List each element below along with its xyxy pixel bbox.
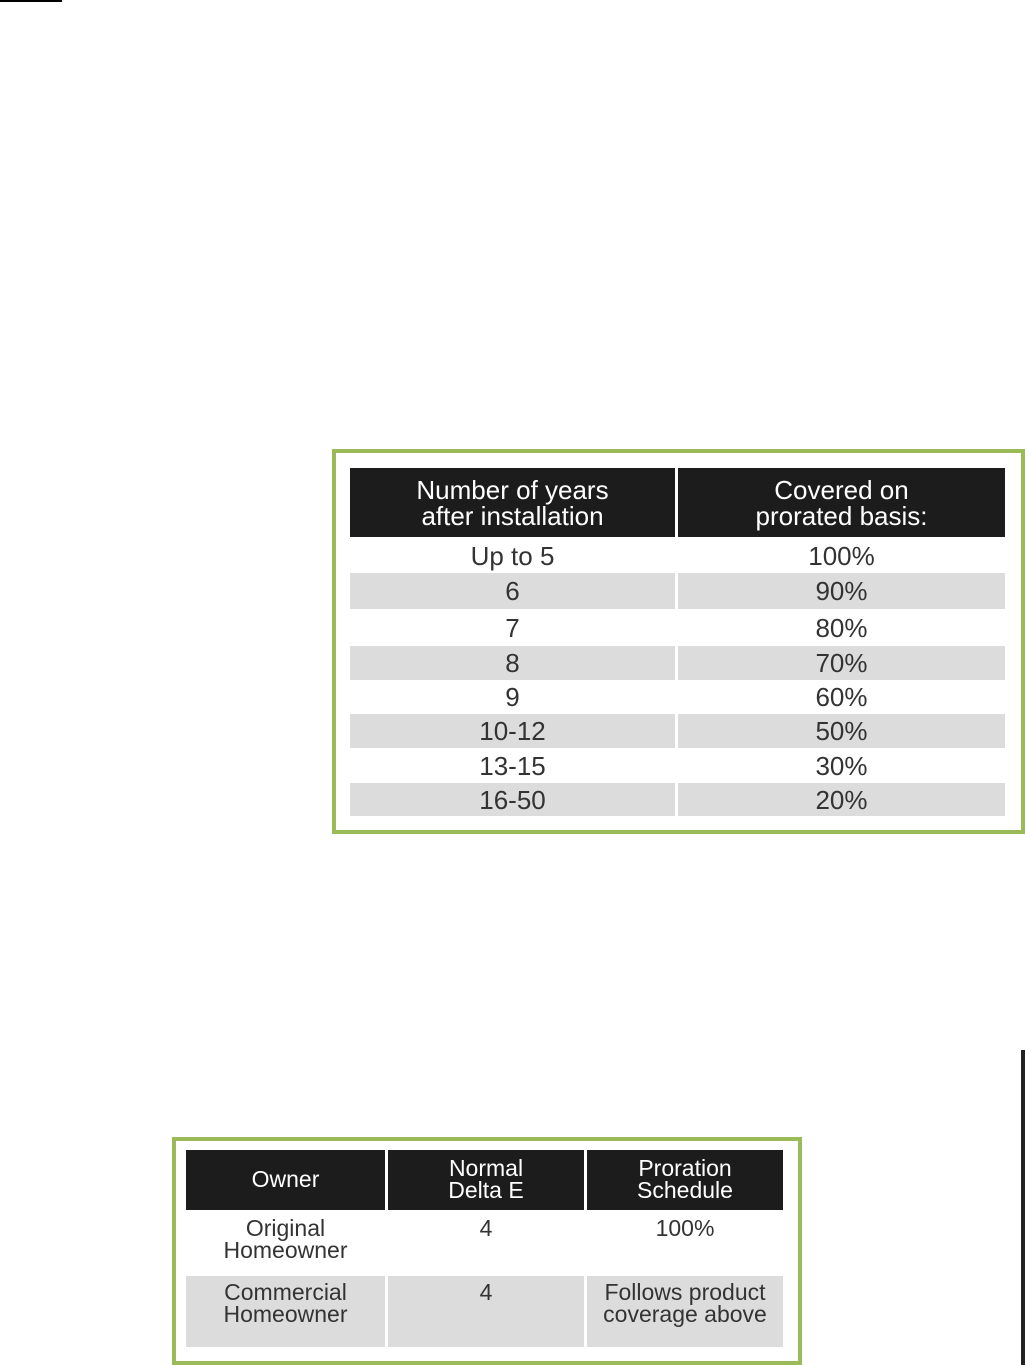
table-cell: Follows product coverage above	[587, 1276, 783, 1347]
table-cell: 80%	[815, 612, 868, 643]
table-cell: 16-50	[350, 783, 675, 816]
column-header: Proration Schedule	[587, 1150, 783, 1210]
proration-table	[332, 449, 1025, 834]
table-cell: 90%	[678, 573, 1005, 609]
table-cell: 10-12	[350, 714, 675, 748]
column-header: Covered on prorated basis:	[678, 468, 1005, 537]
table-cell: 7	[505, 612, 520, 643]
table-cell: 6	[350, 573, 675, 609]
table-cell: 4	[388, 1276, 584, 1347]
table-cell: Up to 5	[470, 540, 555, 571]
table-cell: Original Homeowner	[223, 1215, 348, 1263]
table-cell: 30%	[815, 750, 868, 781]
table-cell: 9	[505, 682, 520, 712]
table-cell: 100%	[808, 540, 875, 571]
top-rule	[0, 0, 62, 2]
column-header: Owner	[186, 1150, 385, 1210]
table-cell: 60%	[815, 682, 868, 712]
table-cell: 20%	[678, 783, 1005, 816]
table-cell: 13-15	[479, 750, 546, 781]
column-header: Normal Delta E	[388, 1150, 584, 1210]
table-cell: 4	[479, 1215, 493, 1241]
column-header: Number of years after installation	[350, 468, 675, 537]
table-cell: 50%	[678, 714, 1005, 748]
table-cell: 100%	[655, 1215, 715, 1241]
edge-bar	[1021, 1050, 1025, 1365]
table-cell: 70%	[678, 646, 1005, 680]
table-cell: 8	[350, 646, 675, 680]
table-cell: Commercial Homeowner	[186, 1276, 385, 1347]
owner-table	[172, 1137, 802, 1365]
